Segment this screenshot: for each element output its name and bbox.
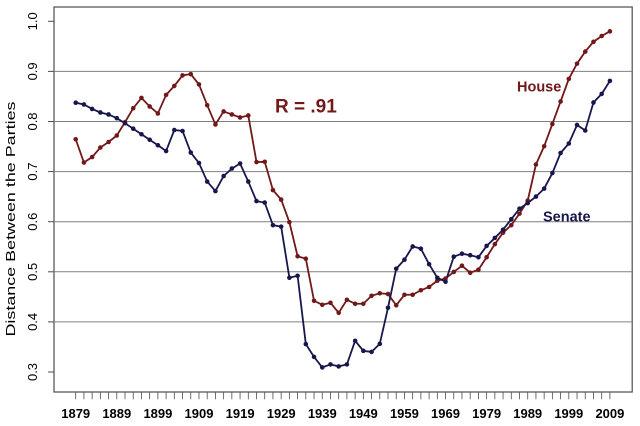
svg-text:1999: 1999	[554, 406, 583, 421]
svg-text:Distance Between the Parties: Distance Between the Parties	[3, 101, 18, 337]
svg-text:R = .91: R = .91	[275, 97, 337, 118]
svg-text:Senate: Senate	[543, 210, 591, 226]
svg-text:2009: 2009	[595, 406, 624, 421]
svg-text:1909: 1909	[185, 406, 214, 421]
svg-text:1949: 1949	[349, 406, 378, 421]
svg-text:1889: 1889	[102, 406, 131, 421]
svg-text:1899: 1899	[143, 406, 172, 421]
svg-text:0.4: 0.4	[25, 313, 40, 331]
svg-text:0.7: 0.7	[25, 163, 40, 181]
svg-text:1879: 1879	[61, 406, 90, 421]
svg-text:0.5: 0.5	[25, 263, 40, 281]
svg-text:0.9: 0.9	[25, 62, 40, 80]
svg-text:1989: 1989	[513, 406, 542, 421]
svg-text:1979: 1979	[472, 406, 501, 421]
svg-text:1.0: 1.0	[25, 12, 40, 30]
svg-text:1959: 1959	[390, 406, 419, 421]
svg-text:0.3: 0.3	[25, 363, 40, 381]
svg-text:1969: 1969	[431, 406, 460, 421]
svg-text:House: House	[517, 80, 561, 96]
svg-text:1939: 1939	[308, 406, 337, 421]
svg-text:0.6: 0.6	[25, 213, 40, 231]
svg-text:1929: 1929	[267, 406, 296, 421]
svg-text:0.8: 0.8	[25, 112, 40, 130]
svg-text:1919: 1919	[226, 406, 255, 421]
